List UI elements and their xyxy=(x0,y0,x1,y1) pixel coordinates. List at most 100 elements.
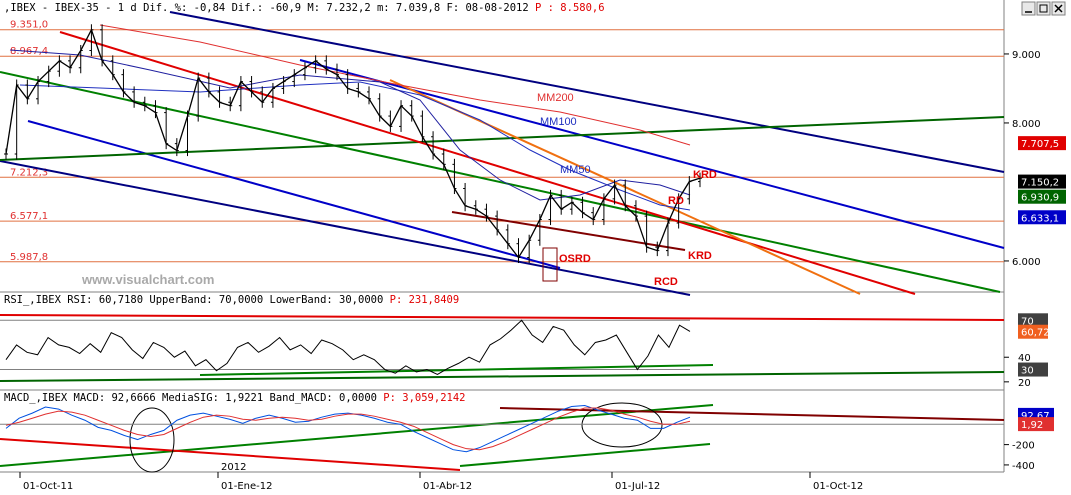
macd-header-text: MACD_,IBEX MACD: 92,6666 MediaSIG: 1,922… xyxy=(4,392,465,404)
rsi-bands xyxy=(0,319,690,371)
price-axis-label: 9.000 xyxy=(1012,50,1041,61)
osrd-marker-box xyxy=(542,247,558,282)
blue-channel-lower-line xyxy=(27,120,561,269)
rsi-series-line xyxy=(5,319,691,376)
rsi-green-trendline xyxy=(199,364,714,376)
mm100-line xyxy=(19,81,691,211)
macd-header-price: P: 3,059,2142 xyxy=(383,392,465,404)
annotation-rd: RD xyxy=(668,195,684,207)
rsi-line xyxy=(5,319,691,376)
level-label: 6.577,1 xyxy=(10,211,48,222)
time-axis-label: 01-Oct-11 xyxy=(23,481,73,492)
value-badge xyxy=(1018,136,1066,151)
rsi-header-text: RSI_,IBEX RSI: 60,7180 UpperBand: 70,000… xyxy=(4,294,459,306)
rsi-support-line xyxy=(0,371,1005,382)
maximize-button[interactable] xyxy=(1036,1,1051,16)
trendlines xyxy=(0,11,1005,296)
annotation-krd-top: KRD xyxy=(693,169,717,181)
value-badge-label: 30 xyxy=(1021,366,1034,377)
value-badge-label: 70 xyxy=(1021,316,1034,327)
macd-circle-right xyxy=(581,402,663,448)
rsi-header-info: RSI_,IBEX RSI: 60,7180 UpperBand: 70,000… xyxy=(4,294,390,306)
navy-channel-upper-line xyxy=(169,11,1005,173)
price-line xyxy=(5,28,701,259)
level-label: 7.212,3 xyxy=(10,167,48,178)
close-button[interactable] xyxy=(1051,1,1066,16)
mm50-line xyxy=(9,49,691,201)
rsi-panel: RSI_,IBEX RSI: 60,7180 UpperBand: 70,000… xyxy=(0,294,1050,389)
value-badge xyxy=(1018,362,1048,377)
price-panel: 9.351,08.967,47.212,36.577,15.987,8 xyxy=(0,2,1066,296)
mm200-label: MM200 xyxy=(537,92,574,104)
window-controls xyxy=(1021,1,1066,16)
macd-panel: MACD_,IBEX MACD: 92,6666 MediaSIG: 1,922… xyxy=(0,392,1054,473)
main-header-text: ,IBEX - IBEX-35 - 1 d Dif. %: -0,84 Dif.… xyxy=(4,2,605,14)
macd-circle-left xyxy=(129,407,175,473)
macd-axis-label: -200 xyxy=(1012,441,1035,452)
value-badge-label: 92,67 xyxy=(1021,411,1050,422)
rsi-axis: 40 20 xyxy=(1004,353,1031,389)
close-icon xyxy=(1054,4,1063,13)
time-axis-label: 01-Oct-12 xyxy=(813,481,863,492)
value-badge xyxy=(1018,189,1066,204)
value-badge xyxy=(1018,210,1066,225)
price-badges: 7.707,5 7.150,2 6.930,9 6.633,1 xyxy=(1018,136,1066,225)
macd-series-line xyxy=(5,405,691,453)
macd-darkred-line xyxy=(499,407,1005,421)
price-axis-label: 6.000 xyxy=(1012,257,1041,268)
minimize-button[interactable] xyxy=(1021,1,1036,16)
value-badge-label: 1,92 xyxy=(1021,420,1043,431)
signal-series-line xyxy=(5,407,691,451)
mm100-label: MM100 xyxy=(540,116,577,128)
annotation-rcd: RCD xyxy=(654,276,678,288)
watermark: www.visualchart.com xyxy=(81,272,214,287)
level-label: 9.351,0 xyxy=(10,20,48,31)
green-rising-line xyxy=(0,116,1005,161)
macd-badges: 92,671,92 xyxy=(1018,407,1054,432)
macd-lines xyxy=(0,405,1004,453)
blue-channel-upper-line xyxy=(299,59,1005,249)
value-badge-label: 7.150,2 xyxy=(1021,178,1059,189)
value-badge-label: 7.707,5 xyxy=(1021,139,1059,150)
value-badge-label: 6.633,1 xyxy=(1021,213,1059,224)
macd-green-rising-line xyxy=(0,404,714,467)
time-axis-label: 01-Abr-12 xyxy=(423,481,472,492)
mm200-line xyxy=(99,24,691,146)
year-marker: 2012 xyxy=(221,462,246,473)
main-header-price: P : 8.580,6 xyxy=(535,2,605,14)
red-trendline xyxy=(59,31,916,295)
time-axis-label: 01-Ene-12 xyxy=(221,481,272,492)
annotation-krd-bottom: KRD xyxy=(688,250,712,262)
value-badge xyxy=(1018,417,1054,432)
level-label: 5.987,8 xyxy=(10,252,48,263)
value-badge xyxy=(1018,324,1048,339)
main-header: ,IBEX - IBEX-35 - 1 d Dif. %: -0,84 Dif.… xyxy=(4,2,605,14)
annotations: KRD RD KRD OSRD RCD xyxy=(559,169,717,288)
annotation-osrd: OSRD xyxy=(559,253,591,265)
value-badge-label: 6.930,9 xyxy=(1021,193,1059,204)
value-badge xyxy=(1018,313,1048,328)
rsi-axis-label: 20 xyxy=(1018,378,1031,389)
mm50-label: MM50 xyxy=(560,164,591,176)
price-axis: 9.000 8.000 6.000 xyxy=(1004,50,1041,268)
maximize-icon xyxy=(1039,4,1048,13)
navy-channel-lower-line xyxy=(0,160,691,296)
rsi-axis-label: 40 xyxy=(1018,353,1031,364)
ma-labels: MM200 MM100 MM50 xyxy=(537,92,591,176)
moving-averages xyxy=(9,24,691,211)
macd-green-support-line xyxy=(459,443,711,467)
value-badge xyxy=(1018,174,1066,189)
value-badge-label: 60,72 xyxy=(1021,328,1050,339)
rsi-header-price: P: 231,8409 xyxy=(390,294,460,306)
time-axis: 2012 01-Oct-11 01-Ene-12 01-Abr-12 01-Jul-1… xyxy=(19,462,863,492)
price-axis-label: 8.000 xyxy=(1012,119,1041,130)
green-trendline xyxy=(0,71,1001,293)
price-series-line xyxy=(5,28,701,259)
macd-axis: -200 -400 xyxy=(1004,441,1035,472)
main-header-info: ,IBEX - IBEX-35 - 1 d Dif. %: -0,84 Dif.… xyxy=(4,2,535,14)
macd-axis-label: -400 xyxy=(1012,461,1035,472)
macd-header-info: MACD_,IBEX MACD: 92,6666 MediaSIG: 1,922… xyxy=(4,392,383,404)
rsi-resistance-line xyxy=(0,314,1005,321)
